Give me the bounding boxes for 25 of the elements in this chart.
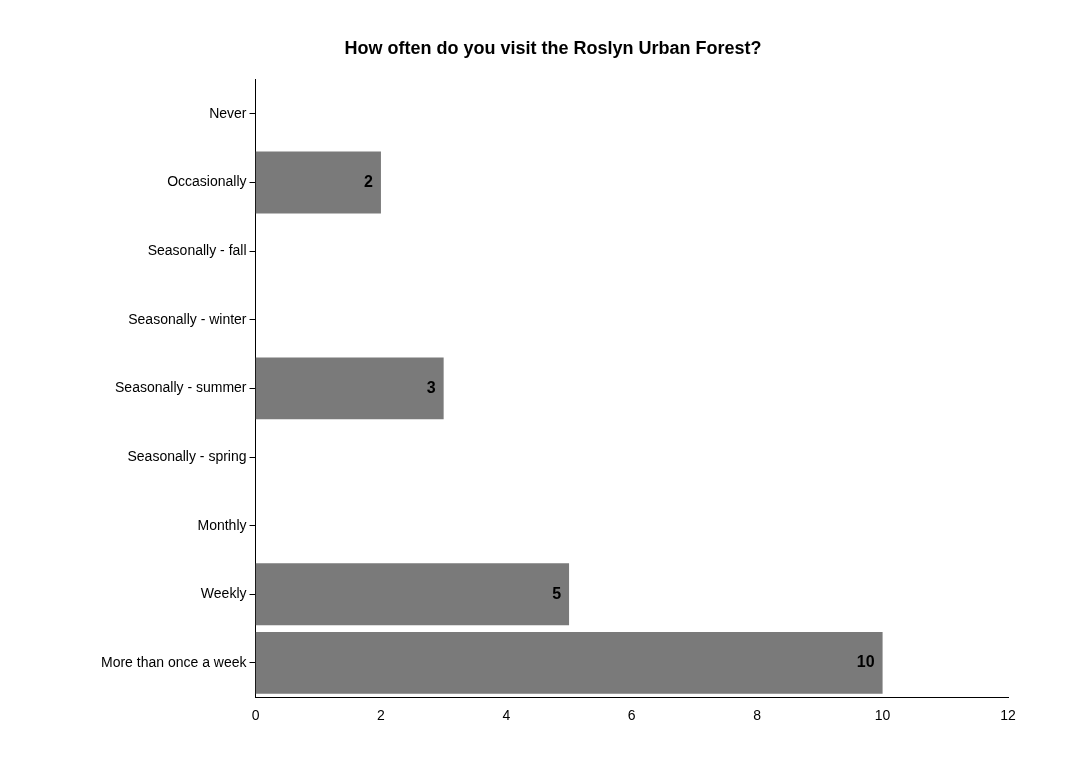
y-tick-label: Seasonally - winter xyxy=(128,310,247,327)
x-tick-label: 8 xyxy=(753,707,762,724)
y-tick-label: Weekly xyxy=(200,585,247,602)
y-tick-label: Never xyxy=(209,104,247,121)
y-tick-label: Seasonally - summer xyxy=(115,379,247,396)
x-tick-label: 0 xyxy=(251,707,260,724)
y-tick-label: Seasonally - fall xyxy=(147,242,247,259)
bar xyxy=(255,631,883,694)
y-tick-label: Seasonally - spring xyxy=(127,447,247,464)
data-label: 10 xyxy=(856,653,875,671)
data-label: 5 xyxy=(552,584,562,602)
data-label: 3 xyxy=(426,378,436,396)
bar xyxy=(255,151,381,214)
data-label: 2 xyxy=(364,172,374,190)
y-tick-label: More than once a week xyxy=(101,653,248,670)
x-tick-label: 2 xyxy=(377,707,386,724)
x-tick-label: 12 xyxy=(1000,707,1016,724)
x-tick-label: 4 xyxy=(502,707,511,724)
x-tick-label: 6 xyxy=(627,707,636,724)
y-tick-label: Occasionally xyxy=(167,173,247,190)
x-tick-label: 10 xyxy=(874,707,891,724)
bar xyxy=(255,357,444,420)
bar xyxy=(255,563,570,626)
y-tick-label: Monthly xyxy=(197,516,247,533)
chart-title: How often do you visit the Roslyn Urban Forest? xyxy=(344,37,762,58)
